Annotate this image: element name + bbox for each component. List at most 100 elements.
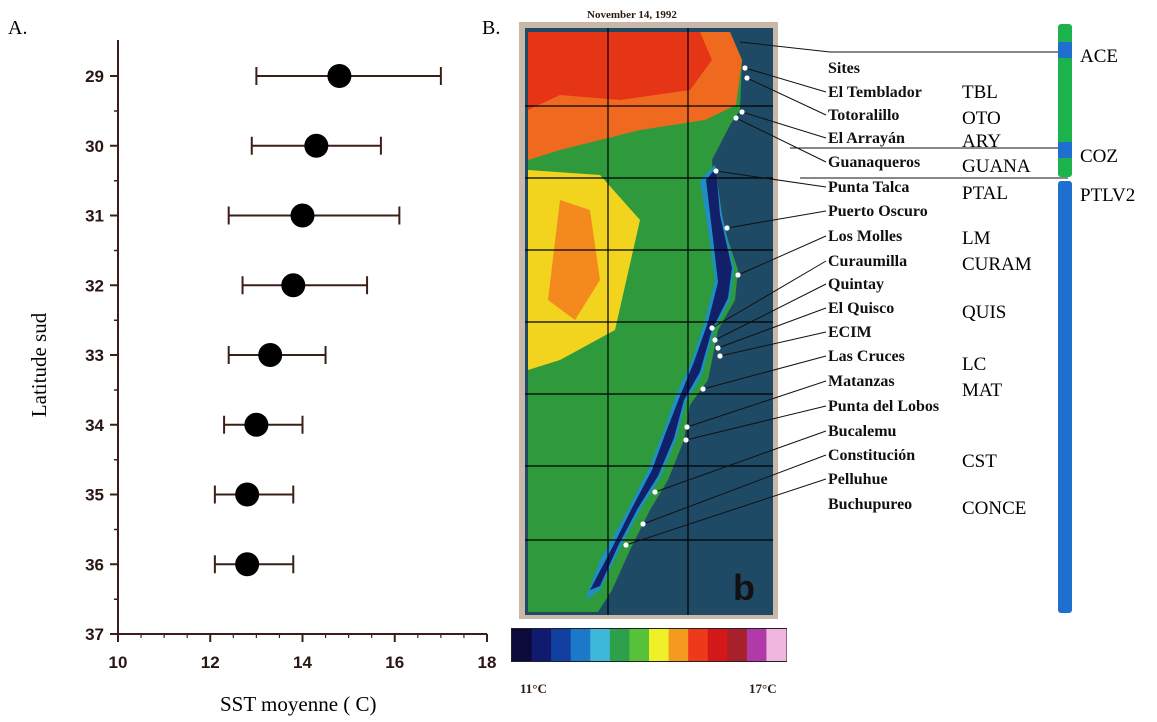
scale-swatch bbox=[609, 629, 630, 661]
map-grid bbox=[525, 28, 773, 615]
panel-a-chart: 29 30 31 32 33 34 35 36 37 10 12 14 16 18 bbox=[85, 40, 496, 672]
site-name: Guanaqueros bbox=[828, 154, 920, 171]
scale-max-label: 17°C bbox=[749, 681, 777, 696]
site-code: LC bbox=[962, 354, 986, 375]
site-name: El Arrayán bbox=[828, 130, 905, 147]
site-name: Punta del Lobos bbox=[828, 398, 939, 415]
site-marker bbox=[717, 353, 723, 359]
panel-b-label: B. bbox=[482, 17, 500, 39]
panel-a-label: A. bbox=[8, 17, 27, 39]
site-code: LM bbox=[962, 228, 991, 249]
scale-swatch bbox=[531, 629, 552, 661]
site-name: El Quisco bbox=[828, 300, 894, 317]
site-marker bbox=[715, 345, 721, 351]
y-tick-label: 31 bbox=[85, 207, 104, 226]
site-name: Quintay bbox=[828, 276, 884, 293]
site-leader-line bbox=[654, 430, 827, 493]
scale-swatch bbox=[570, 629, 591, 661]
x-tick-label: 18 bbox=[478, 653, 497, 672]
site-leader-line bbox=[715, 170, 827, 188]
site-name: Totoralillo bbox=[828, 107, 899, 124]
mean-point bbox=[304, 133, 329, 158]
site-code: MAT bbox=[962, 380, 1003, 401]
mean-point bbox=[281, 273, 306, 298]
site-leader-line bbox=[642, 454, 827, 525]
site-name: ECIM bbox=[828, 324, 872, 341]
site-marker bbox=[652, 489, 658, 495]
scale-swatch bbox=[649, 629, 670, 661]
y-tick-label: 34 bbox=[85, 416, 104, 435]
color-scale bbox=[511, 628, 787, 662]
site-leader-line bbox=[744, 67, 827, 93]
region-marker-coz bbox=[1058, 142, 1072, 158]
scale-swatch bbox=[629, 629, 650, 661]
site-name: Curaumilla bbox=[828, 253, 907, 270]
y-tick-label: 33 bbox=[85, 346, 104, 365]
scale-swatch bbox=[766, 629, 787, 661]
site-name: Los Molles bbox=[828, 228, 902, 245]
site-name: Puerto Oscuro bbox=[828, 203, 928, 220]
site-name: Matanzas bbox=[828, 373, 895, 390]
site-name: Pelluhue bbox=[828, 471, 888, 488]
region-bar-blue bbox=[1058, 181, 1072, 613]
x-tick-label: 14 bbox=[293, 653, 312, 672]
region-label: ACE bbox=[1080, 46, 1118, 67]
site-marker bbox=[724, 225, 730, 231]
site-name: El Temblador bbox=[828, 84, 922, 101]
site-code: TBL bbox=[962, 82, 998, 103]
scale-swatch bbox=[590, 629, 611, 661]
sst-hot-north bbox=[528, 32, 712, 110]
site-marker bbox=[712, 337, 718, 343]
mean-point bbox=[290, 203, 315, 228]
site-code: ARY bbox=[962, 131, 1001, 152]
scale-swatch bbox=[707, 629, 728, 661]
y-tick-label: 36 bbox=[85, 555, 104, 574]
site-code: CONCE bbox=[962, 498, 1026, 519]
ace-connector bbox=[739, 41, 831, 53]
site-code: CST bbox=[962, 451, 997, 472]
site-marker bbox=[640, 521, 646, 527]
mean-point bbox=[235, 552, 260, 577]
site-marker bbox=[684, 424, 690, 430]
y-tick-label: 32 bbox=[85, 276, 104, 295]
site-name: Las Cruces bbox=[828, 348, 905, 365]
scale-swatch bbox=[688, 629, 709, 661]
x-tick-label: 12 bbox=[201, 653, 220, 672]
map-date: November 14, 1992 bbox=[587, 9, 677, 21]
site-code: OTO bbox=[962, 108, 1001, 129]
sst-upwelling-cold bbox=[590, 168, 732, 590]
scale-swatch bbox=[512, 629, 533, 661]
site-leader-line bbox=[726, 210, 827, 229]
x-tick-label: 10 bbox=[109, 653, 128, 672]
mean-point bbox=[244, 412, 269, 437]
region-bar-green bbox=[1058, 24, 1072, 177]
site-name: Buchupureo bbox=[828, 496, 912, 513]
scale-swatch bbox=[746, 629, 767, 661]
site-leader-line bbox=[625, 478, 827, 546]
site-name: Bucalemu bbox=[828, 423, 897, 440]
site-leader-line bbox=[714, 283, 827, 341]
site-marker bbox=[742, 65, 748, 71]
site-leader-line bbox=[711, 260, 827, 329]
site-leader-line bbox=[737, 235, 827, 276]
site-marker bbox=[733, 115, 739, 121]
sst-orange-patch bbox=[548, 200, 600, 320]
site-leader-line bbox=[686, 380, 827, 428]
y-tick-label: 30 bbox=[85, 137, 104, 156]
y-tick-label: 29 bbox=[85, 67, 104, 86]
site-leader-line bbox=[741, 111, 827, 139]
region-label: PTLV2 bbox=[1080, 185, 1135, 206]
site-marker bbox=[713, 168, 719, 174]
site-code: CURAM bbox=[962, 254, 1032, 275]
site-marker bbox=[623, 542, 629, 548]
region-bar: ACE COZ PTLV2 bbox=[1058, 24, 1135, 613]
site-marker bbox=[683, 437, 689, 443]
map-panel-letter: b bbox=[733, 567, 755, 608]
y-tick-label: 35 bbox=[85, 486, 104, 505]
site-code: GUANA bbox=[962, 156, 1031, 177]
site-name: Punta Talca bbox=[828, 179, 909, 196]
scale-swatch bbox=[551, 629, 572, 661]
site-marker bbox=[700, 386, 706, 392]
